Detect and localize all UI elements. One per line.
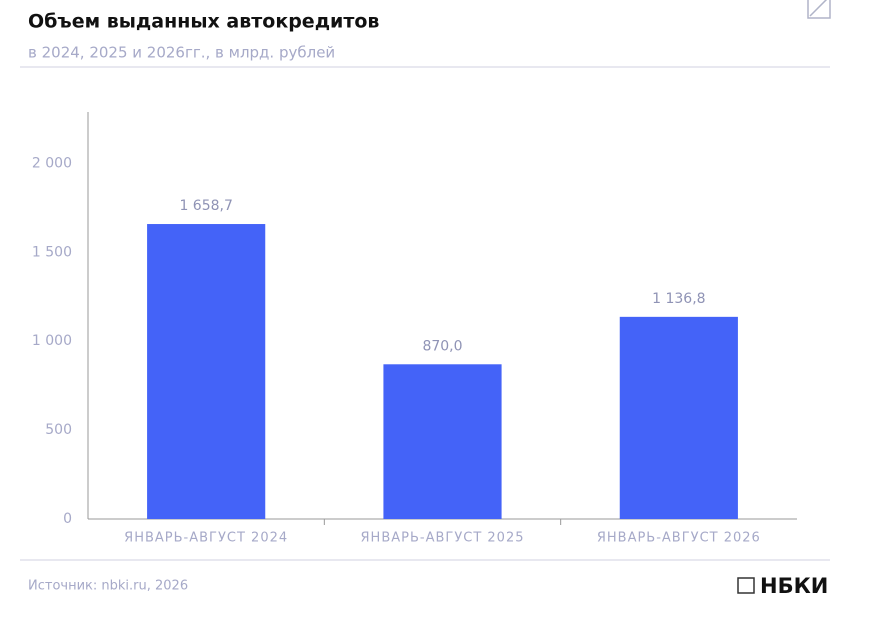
y-tick-label: 0: [63, 511, 72, 527]
bar: [619, 316, 738, 519]
bar: [147, 224, 266, 520]
y-tick-label: 1 000: [32, 333, 72, 349]
y-tick-label: 1 500: [32, 244, 72, 260]
chart-title: Объем выданных автокредитов: [28, 11, 379, 33]
y-tick-label: 2 000: [32, 155, 72, 171]
expand-icon[interactable]: [807, 0, 831, 19]
bar: [383, 364, 502, 519]
logo-icon: [737, 577, 755, 594]
value-label: 1 658,7: [179, 198, 232, 214]
x-tick-label: ЯНВАРЬ-АВГУСТ 2025: [361, 531, 525, 546]
value-label: 1 136,8: [652, 291, 705, 307]
y-tick-label: 500: [45, 422, 72, 438]
logo: НБКИ: [760, 574, 828, 598]
source: Источник: nbki.ru, 2026: [28, 579, 188, 594]
chart-subtitle: в 2024, 2025 и 2026гг., в млрд. рублей: [28, 44, 335, 62]
value-label: 870,0: [422, 338, 462, 354]
x-tick-label: ЯНВАРЬ-АВГУСТ 2024: [124, 531, 288, 546]
x-tick-label: ЯНВАРЬ-АВГУСТ 2026: [597, 531, 761, 546]
